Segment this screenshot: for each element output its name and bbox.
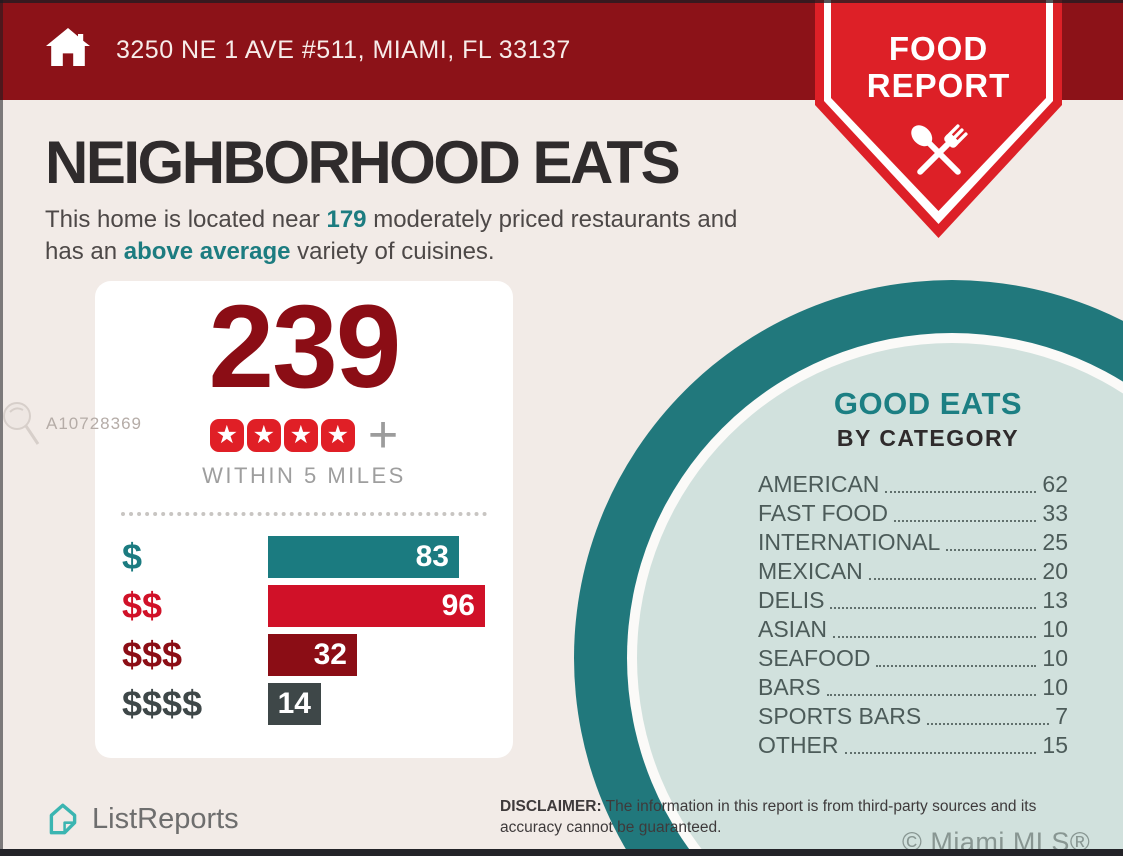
price-bar-row: $$$$ 14 [95,683,513,725]
category-row: BARS 10 [758,672,1068,701]
good-eats-subtitle: BY CATEGORY [836,425,1020,451]
star-icon: ★ [283,419,318,452]
price-tier-label: $$$$ [122,683,203,724]
category-value: 33 [1042,500,1068,526]
category-value: 10 [1042,674,1068,700]
category-row: MEXICAN 20 [758,556,1068,585]
category-label: ASIAN [758,616,828,642]
category-value: 13 [1042,587,1068,613]
plus-icon: + [367,406,399,464]
category-value: 15 [1042,732,1068,758]
home-icon [46,28,90,66]
dotted-leader [868,578,1037,580]
page-subtitle: This home is located near 179 moderately… [45,204,845,268]
badge-line2: REPORT [866,67,1011,104]
category-row: DELIS 13 [758,585,1068,614]
category-row: FAST FOOD 33 [758,498,1068,527]
brand-name: ListReports [92,802,239,835]
photo-edge-bottom [0,849,1123,856]
magnifier-icon [3,402,40,445]
badge-line1: FOOD [888,30,989,67]
dotted-leader [844,752,1037,754]
price-bar: 32 [268,634,357,676]
total-restaurants: 239 [208,281,402,413]
price-bar: 83 [268,536,459,578]
rating-stars: ★ ★ ★ ★ + [95,406,513,464]
good-eats-title: GOOD EATS [833,386,1023,421]
disclaimer: DISCLAIMER: The information in this repo… [500,798,1037,836]
radius-label: WITHIN 5 MILES [202,463,406,488]
dotted-leader [833,636,1037,638]
price-bar-row: $ 83 [95,536,513,578]
restaurant-count: 179 [326,206,367,233]
category-row: SEAFOOD 10 [758,643,1068,672]
page-title: NEIGHBORHOOD EATS [45,129,681,196]
photo-watermark: A10728369 [0,398,142,450]
disclaimer-label: DISCLAIMER: [500,798,602,815]
price-bar-row: $$$ 32 [95,634,513,676]
category-label: FAST FOOD [758,500,888,526]
category-row: OTHER 15 [758,730,1068,759]
mls-photo-id: A10728369 [46,414,142,433]
category-value: 10 [1042,645,1068,671]
photo-edge-left [0,0,3,856]
variety-highlight: above average [123,238,291,265]
category-value: 20 [1042,558,1068,584]
category-row: AMERICAN 62 [758,469,1068,498]
dotted-divider [121,512,487,516]
dotted-leader [927,723,1050,725]
price-tier-label: $ [122,536,143,577]
category-list: AMERICAN 62 FAST FOOD 33 INTERNATIONAL 2… [758,469,1068,759]
category-label: SPORTS BARS [758,703,922,729]
price-bar-row: $$ 96 [95,585,513,627]
category-label: MEXICAN [758,558,863,584]
star-icon: ★ [246,419,281,452]
star-icon: ★ [209,419,244,452]
good-eats-panel: GOOD EATS BY CATEGORY AMERICAN 62 FAST F… [758,386,1068,759]
price-tier-label: $$ [122,585,163,626]
crossed-utensils-icon [910,124,968,175]
price-bar-chart: $ 83 $$ 96 $$$ 32 $$$$ 14 [95,536,513,732]
dotted-leader [826,694,1037,696]
category-label: SEAFOOD [758,645,871,671]
photo-edge-top [0,0,1123,3]
category-label: DELIS [758,587,825,613]
category-value: 25 [1042,529,1068,555]
listreports-logo: ListReports [44,800,239,838]
food-report-badge: FOOD REPORT [815,0,1062,240]
category-label: INTERNATIONAL [758,529,941,555]
listreports-house-icon [49,803,77,835]
subtitle-line1: This home is located near 179 moderately… [45,206,738,233]
price-bar: 14 [268,683,321,725]
dotted-leader [876,665,1037,667]
dotted-leader [893,520,1037,522]
category-label: AMERICAN [758,471,880,497]
dotted-leader [830,607,1037,609]
category-value: 7 [1055,703,1068,729]
category-row: SPORTS BARS 7 [758,701,1068,730]
category-value: 62 [1042,471,1068,497]
category-row: INTERNATIONAL 25 [758,527,1068,556]
category-label: OTHER [758,732,839,758]
price-tier-label: $$$ [122,634,183,675]
category-value: 10 [1042,616,1068,642]
category-label: BARS [758,674,821,700]
property-address: 3250 NE 1 AVE #511, MIAMI, FL 33137 [116,35,571,64]
stats-card: 239 ★ ★ ★ ★ + WITHIN 5 MILES $ 83 $$ 96 $$$ [95,281,513,758]
subtitle-line2: has an above average variety of cuisines… [45,238,495,265]
star-icon: ★ [320,419,355,452]
price-bar: 96 [268,585,485,627]
dotted-leader [946,549,1037,551]
category-row: ASIAN 10 [758,614,1068,643]
dotted-leader [885,491,1037,493]
